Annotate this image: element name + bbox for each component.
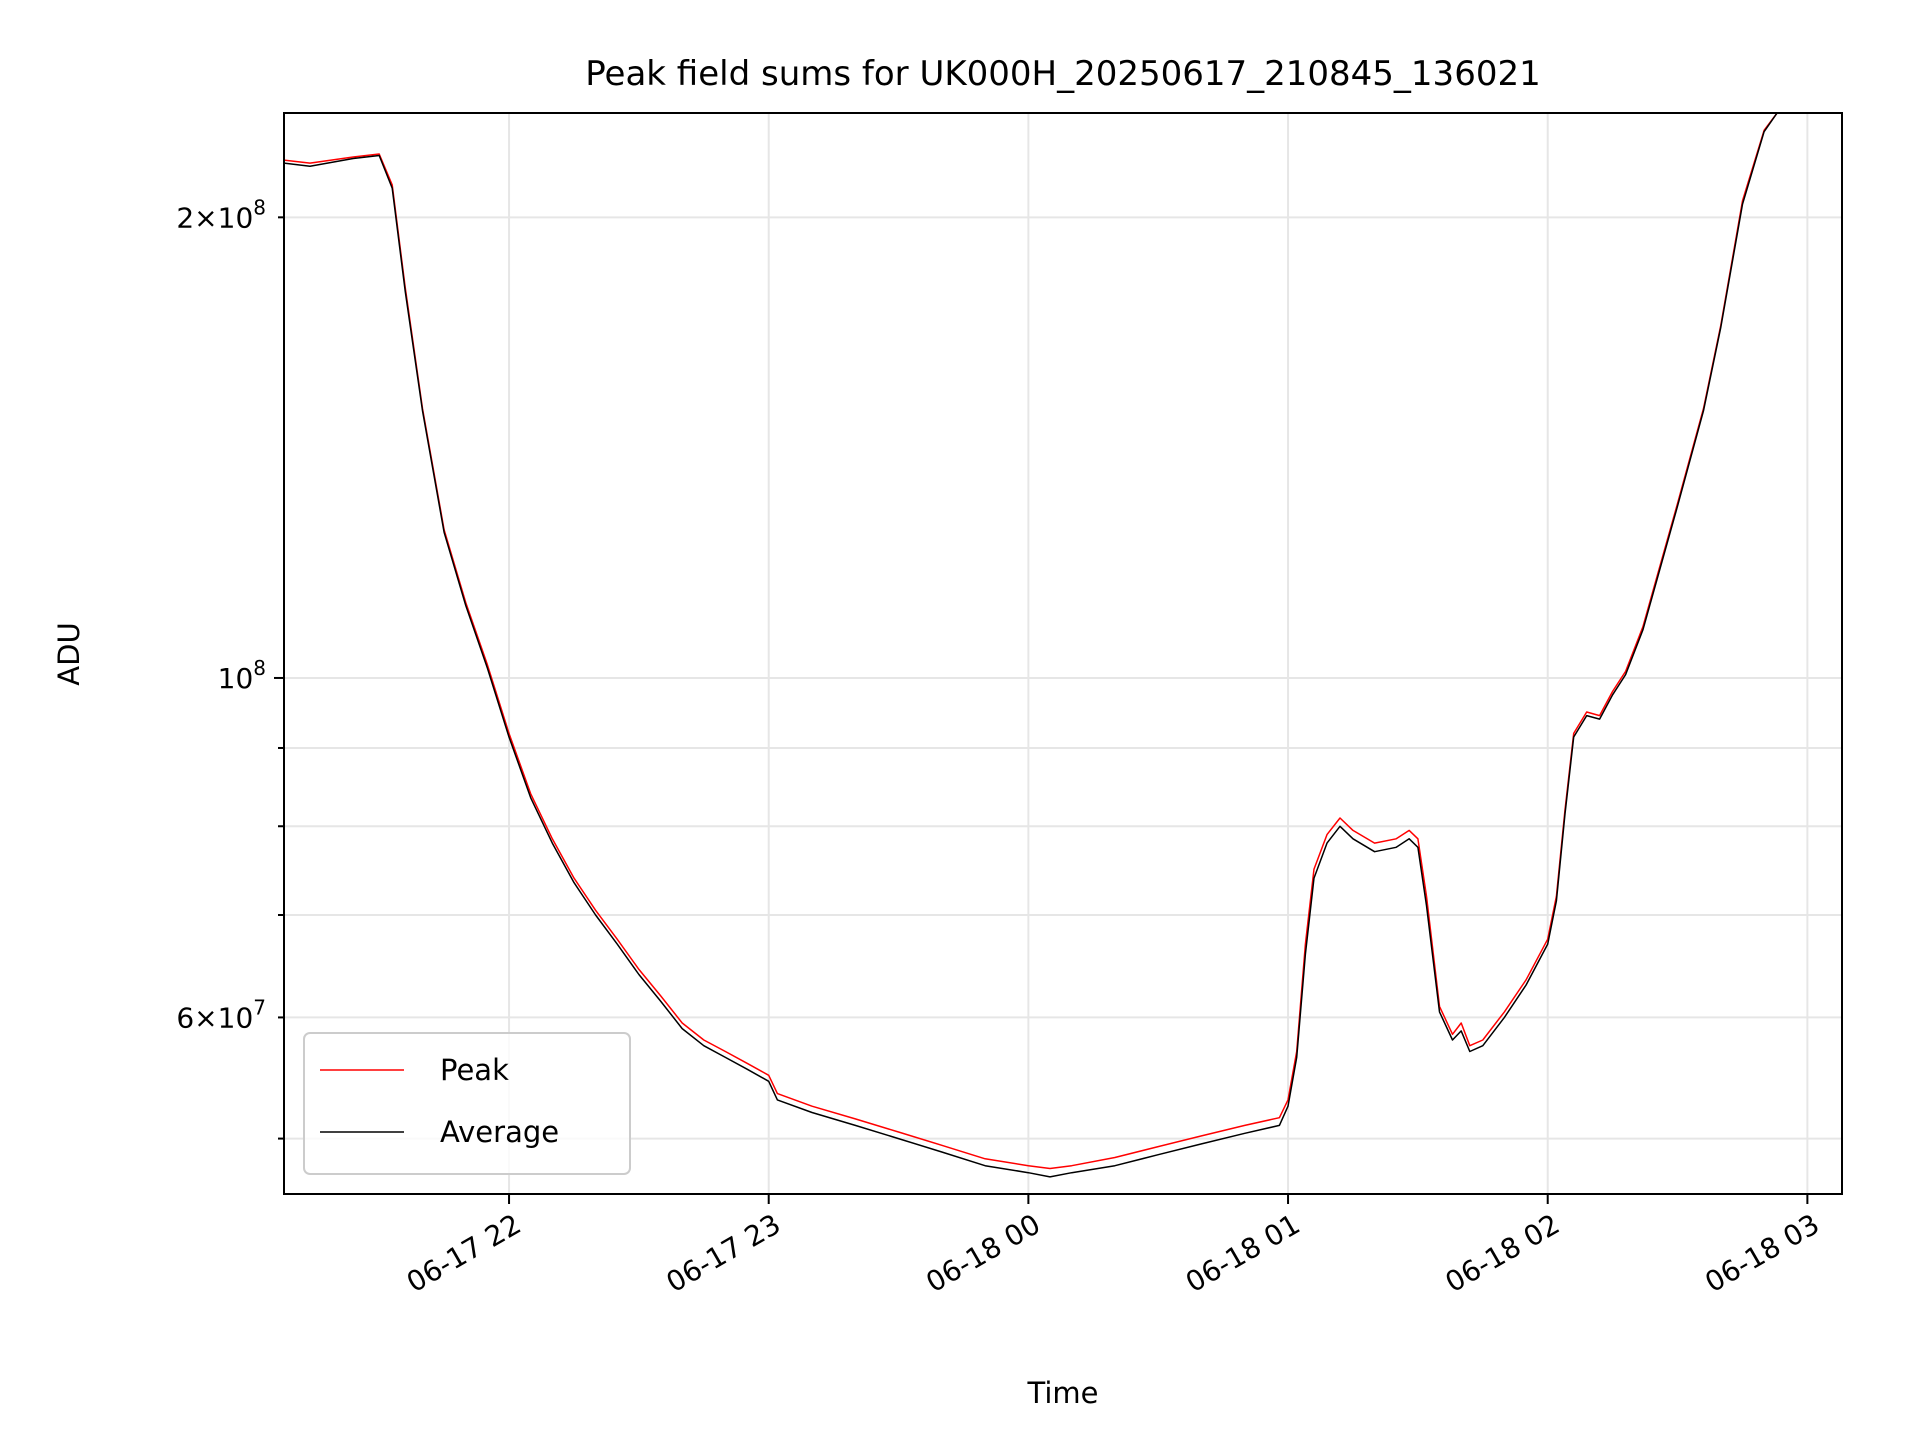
y-tick-label: 6×107 <box>176 995 266 1034</box>
plot-frame <box>283 112 1843 1195</box>
y-axis-label: ADU <box>52 622 86 685</box>
chart-title: Peak field sums for UK000H_20250617_2108… <box>585 54 1540 94</box>
legend-label-average: Average <box>440 1115 559 1149</box>
series-line-average <box>284 113 1778 1178</box>
y-tick-label: 108 <box>218 656 266 695</box>
legend-box <box>303 1032 631 1175</box>
legend-label-peak: Peak <box>440 1053 509 1087</box>
series-layer <box>284 113 1778 1178</box>
y-tick-label: 2×108 <box>176 195 266 234</box>
x-axis-label: Time <box>1027 1376 1099 1410</box>
legend: Peak Average <box>303 1032 631 1175</box>
y-ticks: 108 6×107 2×108 <box>176 195 284 1140</box>
